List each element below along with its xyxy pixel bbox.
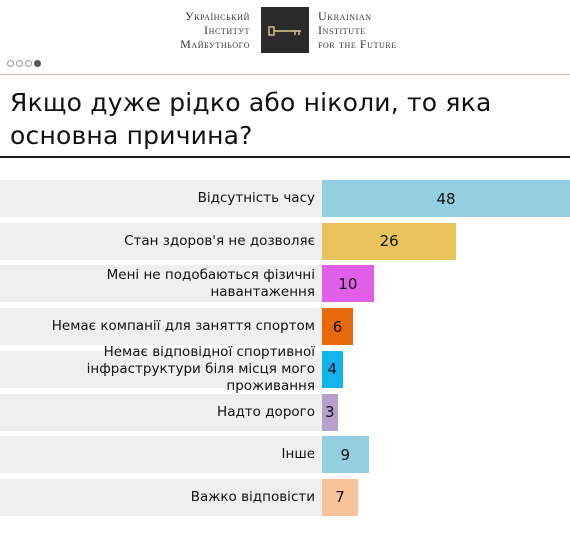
category-label: Важко відповісти <box>190 488 315 505</box>
org-name-en: Ukrainian Institute for the Future <box>318 9 397 51</box>
row-background <box>0 265 322 303</box>
data-label: 7 <box>335 488 345 507</box>
data-label: 4 <box>327 360 338 379</box>
key-icon <box>261 7 309 53</box>
row-background <box>0 222 322 260</box>
progress-dot[interactable] <box>7 60 14 67</box>
data-label: 3 <box>324 403 335 421</box>
row-background <box>0 308 322 346</box>
row-background <box>0 350 322 388</box>
bar <box>322 393 338 431</box>
bar <box>322 436 369 474</box>
data-label: 48 <box>436 189 456 208</box>
data-label: 10 <box>338 274 358 293</box>
row-background <box>0 393 322 431</box>
slide-progress-dots <box>7 60 41 68</box>
progress-dot[interactable] <box>25 60 32 67</box>
data-label: 26 <box>379 232 399 251</box>
data-label: 9 <box>340 445 351 464</box>
progress-dot[interactable] <box>34 60 41 67</box>
org-name-ua-line: Майбутнього <box>180 37 250 51</box>
chart-title: Якщо дуже рідко або ніколи, то яка основ… <box>10 88 492 150</box>
title-underline <box>0 156 570 158</box>
org-name-ua: Український Інститут Майбутнього <box>180 9 250 51</box>
category-label: Надто дорого <box>217 403 315 420</box>
category-label: Мені не подобаються фізичні навантаження <box>106 266 315 300</box>
bar <box>322 478 359 516</box>
row-background <box>0 180 322 217</box>
org-name-en-line: Ukrainian <box>318 9 372 23</box>
data-label: 6 <box>332 317 343 336</box>
category-label: Немає відповідної спортивної інфраструкту… <box>86 343 315 394</box>
bar <box>322 265 374 303</box>
org-name-en-line: for the Future <box>318 37 397 51</box>
bar <box>322 308 353 346</box>
org-name-en-line: Institute <box>318 23 366 37</box>
bar <box>322 180 570 217</box>
category-label: Відсутність часу <box>197 190 315 206</box>
header-divider <box>0 74 570 75</box>
org-name-ua-line: Інститут <box>203 23 250 37</box>
category-label: Інше <box>281 446 315 463</box>
bar <box>322 350 343 388</box>
category-label: Стан здоров'я не дозволяє <box>124 232 315 249</box>
bar <box>322 222 457 260</box>
progress-dot[interactable] <box>16 60 23 67</box>
row-background <box>0 436 322 474</box>
header: Український Інститут Майбутнього Ukraini… <box>0 0 570 60</box>
category-label: Немає компанії для заняття спортом <box>51 318 315 335</box>
row-background <box>0 478 322 516</box>
org-name-ua-line: Український <box>185 9 250 23</box>
bar-chart: Відсутність часу 48 Стан здоров'я не дозво… <box>0 180 570 525</box>
